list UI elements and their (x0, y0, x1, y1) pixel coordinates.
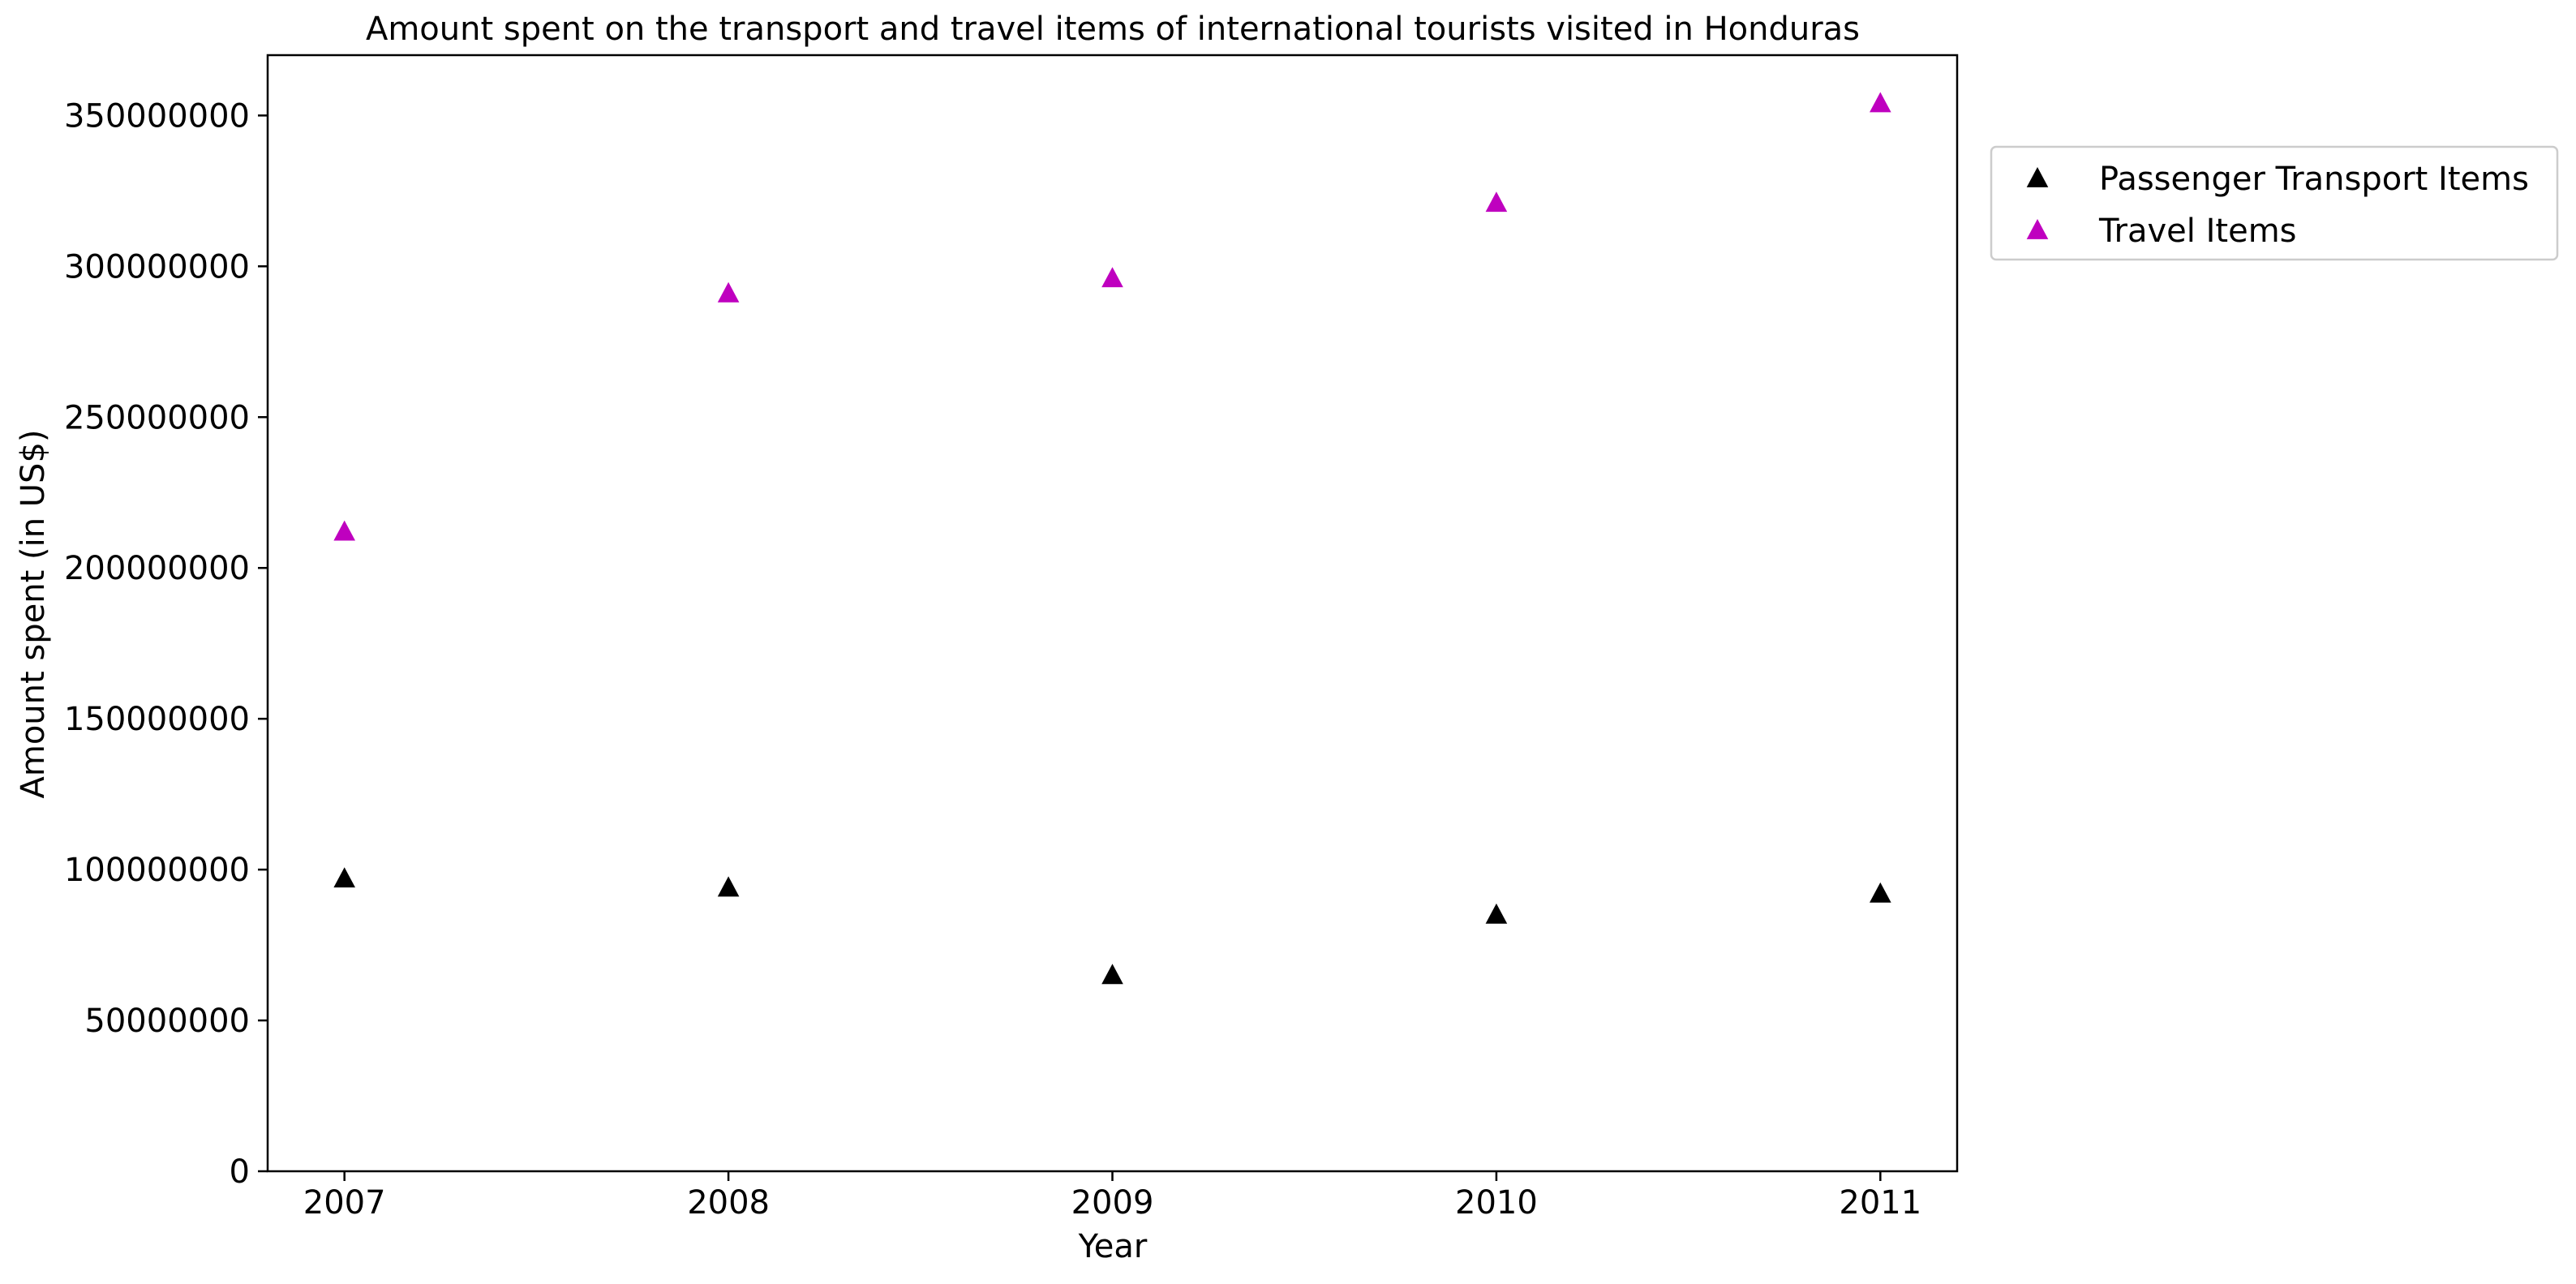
y-tick-label: 300000000 (64, 248, 250, 286)
y-tick-label: 0 (230, 1153, 250, 1191)
passenger-transport-point (717, 876, 740, 897)
x-tick-label: 2007 (303, 1184, 386, 1222)
travel-items-point (1485, 191, 1508, 213)
y-tick-label: 150000000 (64, 701, 250, 738)
x-tick-label: 2010 (1455, 1184, 1538, 1222)
travel-items-point (333, 520, 355, 541)
legend-label-travel-items: Travel Items (2098, 213, 2297, 250)
legend: Passenger Transport Items Travel Items (1990, 145, 2559, 261)
travel-items-point (717, 281, 740, 303)
plot-area-frame (266, 54, 1959, 1173)
data-markers (333, 92, 1891, 985)
x-tick-label: 2008 (687, 1184, 770, 1222)
passenger-transport-point (1870, 882, 1891, 903)
y-tick-label: 350000000 (64, 97, 250, 135)
passenger-transport-point (1101, 964, 1123, 985)
legend-marker-passenger-transport (2026, 167, 2049, 187)
y-tick-label: 200000000 (64, 550, 250, 587)
legend-label-passenger-transport: Passenger Transport Items (2099, 161, 2529, 198)
chart-title: Amount spent on the transport and travel… (366, 11, 1860, 48)
legend-marker-travel-items (2026, 219, 2049, 239)
x-tick-label: 2011 (1839, 1184, 1921, 1222)
x-axis-label: Year (1078, 1228, 1148, 1265)
x-tick-label: 2009 (1071, 1184, 1154, 1222)
legend-box (1990, 145, 2559, 261)
passenger-transport-point (1485, 903, 1508, 924)
x-axis-ticks: 2007 2008 2009 2010 2011 (303, 1171, 1921, 1222)
y-axis-label: Amount spent (in US$) (15, 430, 52, 799)
y-tick-label: 100000000 (64, 852, 250, 889)
travel-items-point (1870, 92, 1891, 113)
passenger-transport-point (333, 867, 355, 888)
y-tick-label: 50000000 (84, 1003, 250, 1040)
travel-items-point (1101, 267, 1123, 288)
y-axis-ticks: 0 50000000 100000000 150000000 200000000 2500… (64, 97, 268, 1191)
y-tick-label: 250000000 (64, 399, 250, 436)
